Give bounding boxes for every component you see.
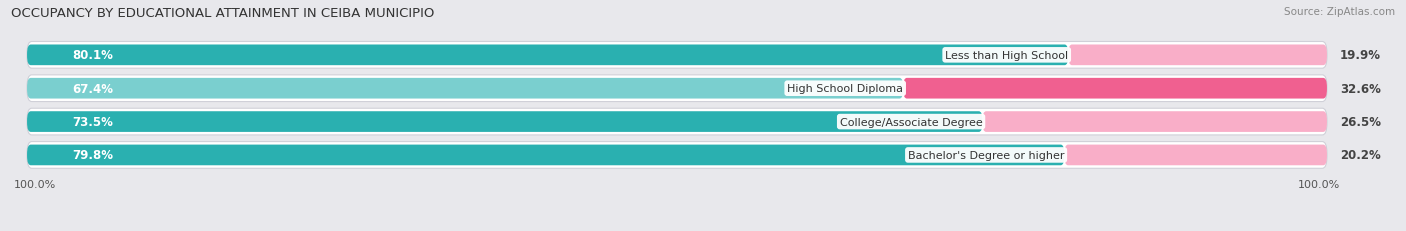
- FancyBboxPatch shape: [27, 145, 1064, 166]
- FancyBboxPatch shape: [903, 79, 1327, 99]
- Text: 19.9%: 19.9%: [1340, 49, 1381, 62]
- Text: 100.0%: 100.0%: [1298, 179, 1340, 189]
- FancyBboxPatch shape: [27, 109, 1327, 135]
- FancyBboxPatch shape: [27, 45, 1069, 66]
- Text: 26.5%: 26.5%: [1340, 116, 1381, 128]
- FancyBboxPatch shape: [27, 112, 983, 132]
- FancyBboxPatch shape: [1064, 145, 1327, 166]
- FancyBboxPatch shape: [27, 142, 1327, 169]
- Text: 100.0%: 100.0%: [14, 179, 56, 189]
- Text: 79.8%: 79.8%: [73, 149, 114, 162]
- FancyBboxPatch shape: [27, 42, 1327, 69]
- Text: High School Diploma: High School Diploma: [787, 84, 903, 94]
- FancyBboxPatch shape: [27, 79, 903, 99]
- FancyBboxPatch shape: [983, 112, 1327, 132]
- Text: 20.2%: 20.2%: [1340, 149, 1381, 162]
- Text: Bachelor's Degree or higher: Bachelor's Degree or higher: [908, 150, 1064, 160]
- Legend: Owner-occupied, Renter-occupied: Owner-occupied, Renter-occupied: [520, 229, 776, 231]
- Text: 80.1%: 80.1%: [73, 49, 114, 62]
- Text: Source: ZipAtlas.com: Source: ZipAtlas.com: [1284, 7, 1395, 17]
- FancyBboxPatch shape: [1069, 45, 1327, 66]
- Text: Less than High School: Less than High School: [945, 51, 1069, 61]
- Text: 32.6%: 32.6%: [1340, 82, 1381, 95]
- Text: College/Associate Degree: College/Associate Degree: [839, 117, 983, 127]
- Text: 67.4%: 67.4%: [73, 82, 114, 95]
- FancyBboxPatch shape: [27, 76, 1327, 102]
- Text: OCCUPANCY BY EDUCATIONAL ATTAINMENT IN CEIBA MUNICIPIO: OCCUPANCY BY EDUCATIONAL ATTAINMENT IN C…: [11, 7, 434, 20]
- Text: 73.5%: 73.5%: [73, 116, 114, 128]
